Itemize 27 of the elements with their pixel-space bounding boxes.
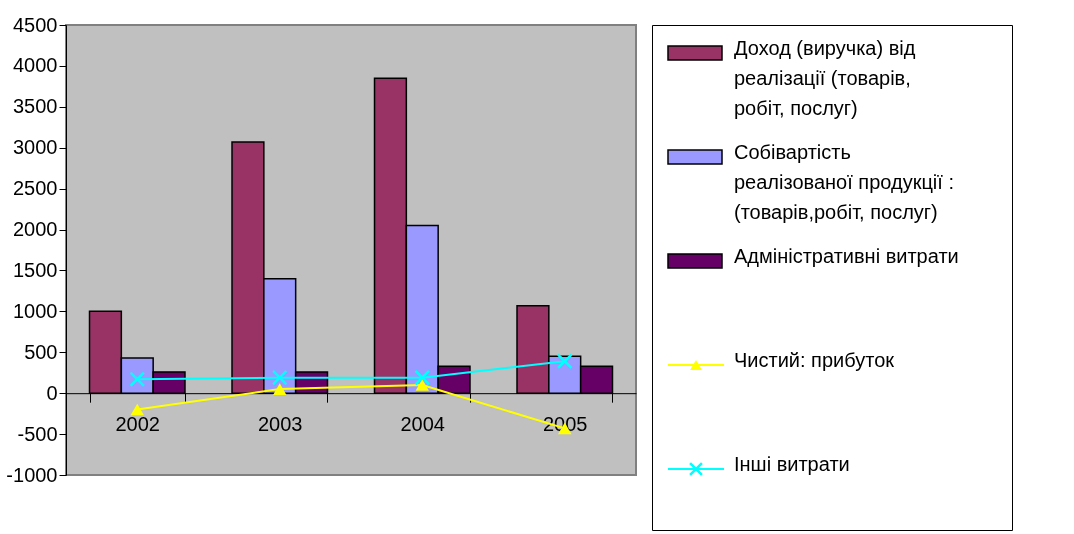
y-tick-label: -500 — [17, 422, 58, 445]
legend-label: Доход (виручка) від реалізації (товарів, робіт, послуг) — [734, 37, 916, 119]
point — [414, 369, 431, 386]
legend-label: Адміністративні витрати — [734, 245, 959, 267]
point — [273, 383, 287, 395]
x-tick-label: 2004 — [400, 412, 445, 435]
point — [556, 353, 573, 370]
y-tick-label: 3500 — [13, 95, 58, 118]
point — [271, 369, 288, 386]
legend-label: Інші витрати — [734, 453, 850, 475]
y-tick-label: -1000 — [6, 463, 58, 486]
x-tick-label: 2005 — [543, 412, 588, 435]
y-tick-label: 2000 — [13, 218, 58, 241]
y-tick-label: 2500 — [13, 177, 58, 200]
point — [130, 403, 144, 416]
y-tick-label: 4000 — [13, 54, 58, 77]
y-tick-label: 1000 — [13, 299, 58, 322]
y-tick-label: 0 — [46, 381, 58, 404]
y-tick-label: 4500 — [13, 13, 58, 36]
y-tick-label: 1500 — [13, 258, 58, 281]
legend-label: Чистий: прибуток — [734, 349, 895, 371]
x-tick-label: 2003 — [258, 412, 303, 435]
y-tick-label: 500 — [24, 340, 58, 363]
legend-label: Собівартість реалізованої продукції : (товарів,робіт, послуг) — [734, 141, 954, 223]
x-tick-label: 2002 — [115, 412, 160, 435]
y-tick-label: 3000 — [13, 136, 58, 159]
point — [415, 379, 429, 391]
